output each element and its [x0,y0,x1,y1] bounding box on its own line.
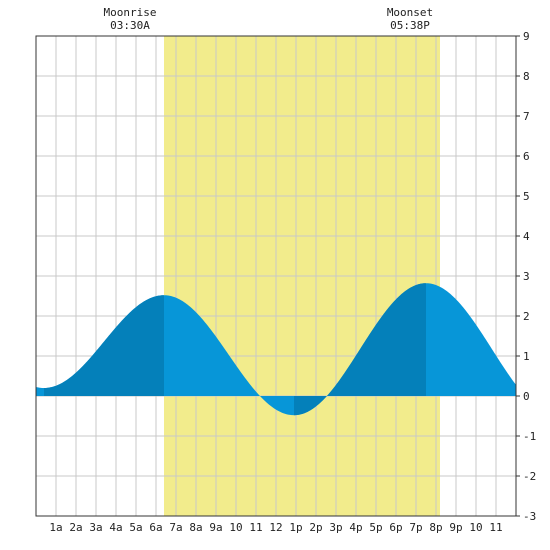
x-tick-label: 11 [489,521,502,534]
y-tick-label: 9 [523,30,530,43]
y-tick-label: 2 [523,310,530,323]
x-tick-label: 12 [269,521,282,534]
y-tick-label: 5 [523,190,530,203]
x-tick-label: 5a [129,521,142,534]
y-tick-label: 4 [523,230,530,243]
moonset-label: Moonset 05:38P [380,6,440,32]
x-tick-label: 3a [89,521,102,534]
x-tick-label: 1a [49,521,62,534]
x-tick-label: 9a [209,521,222,534]
tide-rising-area [44,295,164,396]
x-tick-label: 11 [249,521,262,534]
x-tick-label: 10 [469,521,482,534]
y-tick-label: 6 [523,150,530,163]
moonrise-label: Moonrise 03:30A [100,6,160,32]
moonset-time: 05:38P [390,19,430,32]
x-tick-label: 7p [409,521,422,534]
y-tick-label: -3 [523,510,536,523]
x-tick-label: 3p [329,521,342,534]
y-tick-label: 0 [523,390,530,403]
moonset-title: Moonset [386,6,434,19]
x-tick-label: 4a [109,521,122,534]
x-tick-label: 9p [449,521,462,534]
moonrise-title: Moonrise [103,6,157,19]
y-tick-label: 1 [523,350,530,363]
x-tick-label: 7a [169,521,182,534]
y-tick-label: -2 [523,470,536,483]
y-tick-label: 3 [523,270,530,283]
tide-rising-area [294,283,426,416]
x-tick-label: 1p [289,521,302,534]
x-tick-label: 6a [149,521,162,534]
y-tick-label: 8 [523,70,530,83]
x-tick-label: 2p [309,521,322,534]
grid-layer [36,36,516,516]
y-tick-labels: -3 -2 -1 0 1 2 3 4 5 6 7 8 9 [516,30,536,523]
x-tick-label: 4p [349,521,362,534]
x-tick-label: 10 [229,521,242,534]
y-tick-label: -1 [523,430,536,443]
x-tick-label: 2a [69,521,82,534]
x-tick-label: 8p [429,521,442,534]
x-tick-label: 8a [189,521,202,534]
moonrise-time: 03:30A [110,19,150,32]
x-tick-label: 6p [389,521,402,534]
x-tick-labels: 1a 2a 3a 4a 5a 6a 7a 8a 9a 10 11 12 1p 2p 3p 4p 5p 6p 7p 8p… [49,521,502,534]
x-tick-label: 5p [369,521,382,534]
y-tick-label: 7 [523,110,530,123]
tide-area-layer [36,283,516,416]
